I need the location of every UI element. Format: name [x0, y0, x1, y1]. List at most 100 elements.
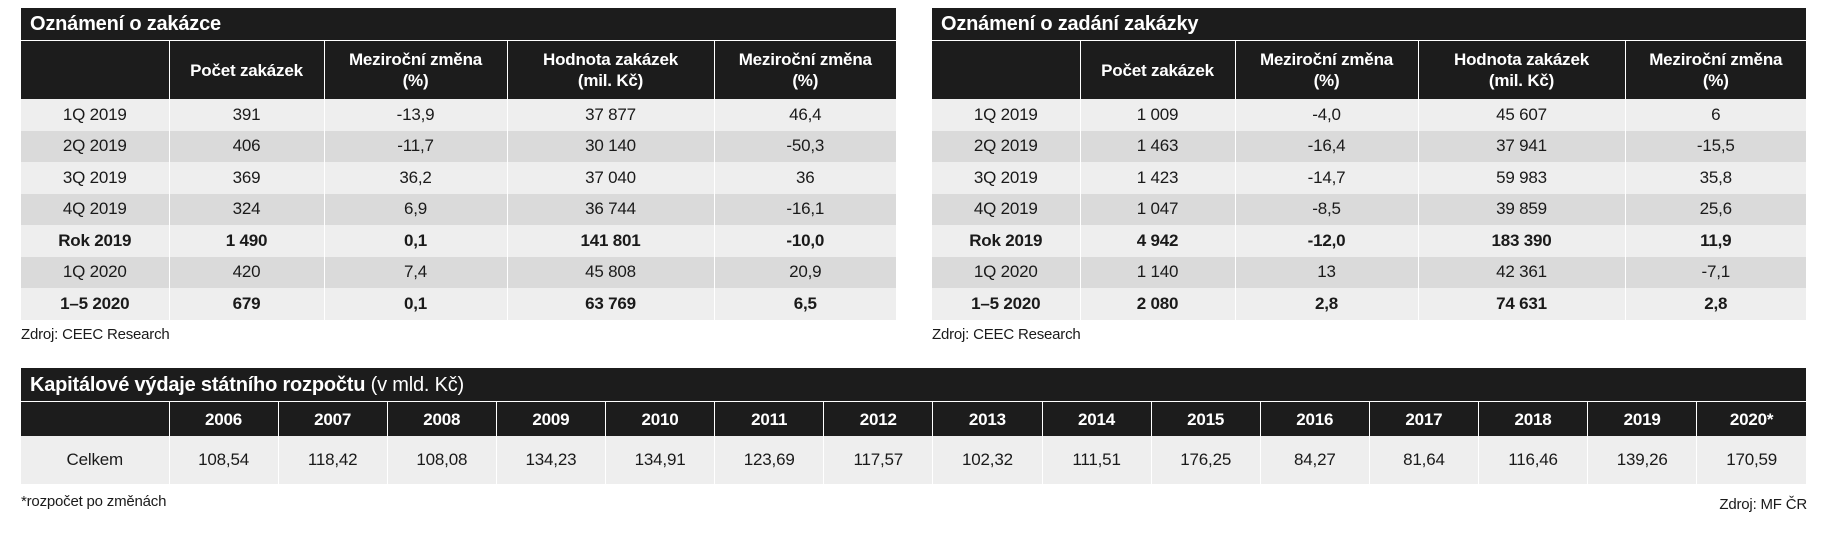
table-cell: 4Q 2019 — [21, 193, 169, 225]
source-note: Zdroj: MF ČR — [1719, 496, 1807, 513]
table-row: 3Q 2019 1 423 -14,7 59 983 35,8 — [932, 162, 1806, 194]
table-cell: 2Q 2019 — [21, 130, 169, 162]
table-row: Rok 2019 1 490 0,1 141 801 -10,0 — [21, 225, 896, 257]
contract-notices-title: Oznámení o zakázce — [21, 8, 896, 41]
table-cell: 1Q 2020 — [21, 256, 169, 288]
year-header: 2009 — [495, 402, 606, 436]
table-cell: 46,4 — [713, 99, 896, 131]
table-row: 4Q 2019 1 047 -8,5 39 859 25,6 — [932, 193, 1806, 225]
table-cell: -10,0 — [713, 225, 896, 257]
table-row: 1–5 2020 2 080 2,8 74 631 2,8 — [932, 288, 1806, 320]
table-cell: 3Q 2019 — [21, 162, 169, 194]
table-cell: 0,1 — [323, 225, 507, 257]
table-cell: 1 463 — [1079, 130, 1235, 162]
table-cell: 679 — [168, 288, 324, 320]
award-notices-body: 1Q 2019 1 009 -4,0 45 607 6 2Q 2019 1 463 -16,4… — [932, 99, 1806, 320]
table-cell: -13,9 — [323, 99, 507, 131]
table-row: 3Q 2019 369 36,2 37 040 36 — [21, 162, 896, 194]
header-value: Hodnota zakázek (mil. Kč) — [506, 41, 714, 99]
header-count-change: Meziroční změna (%) — [1234, 41, 1418, 99]
table-cell: 134,23 — [495, 436, 606, 484]
table-cell: 118,42 — [277, 436, 388, 484]
table-row: 2Q 2019 1 463 -16,4 37 941 -15,5 — [932, 130, 1806, 162]
table-cell: 30 140 — [506, 130, 714, 162]
table-cell: 25,6 — [1624, 193, 1806, 225]
table-cell: 1 009 — [1079, 99, 1235, 131]
table-cell: 117,57 — [823, 436, 933, 484]
table-cell: 36 — [713, 162, 896, 194]
table-cell: 3Q 2019 — [932, 162, 1080, 194]
table-cell: 6,5 — [713, 288, 896, 320]
table-cell: 176,25 — [1150, 436, 1261, 484]
title-unit-part: (v mld. Kč) — [365, 374, 465, 396]
table-cell: 2Q 2019 — [932, 130, 1080, 162]
table-cell: -12,0 — [1234, 225, 1418, 257]
header-period — [932, 41, 1080, 99]
table-cell: 4Q 2019 — [932, 193, 1080, 225]
table-cell: 84,27 — [1259, 436, 1370, 484]
table-cell: 1–5 2020 — [932, 288, 1080, 320]
table-cell: 1Q 2019 — [21, 99, 169, 131]
table-row: 1Q 2019 391 -13,9 37 877 46,4 — [21, 99, 896, 131]
source-note: Zdroj: CEEC Research — [21, 325, 170, 343]
contract-notices-panel: Oznámení o zakázce Počet zakázek Meziroč… — [21, 8, 896, 343]
year-header: 2014 — [1041, 402, 1152, 436]
table-cell: Rok 2019 — [21, 225, 169, 257]
table-cell: 59 983 — [1417, 162, 1625, 194]
table-row: 1Q 2019 1 009 -4,0 45 607 6 — [932, 99, 1806, 131]
table-cell: 369 — [168, 162, 324, 194]
year-header: 2017 — [1368, 402, 1479, 436]
table-cell: 36 744 — [506, 193, 714, 225]
year-header: 2011 — [714, 402, 824, 436]
table-cell: -16,1 — [713, 193, 896, 225]
table-cell: 1Q 2019 — [932, 99, 1080, 131]
year-header: 2012 — [823, 402, 933, 436]
table-cell: 37 040 — [506, 162, 714, 194]
year-header: 2020* — [1696, 402, 1806, 436]
table-cell: 11,9 — [1624, 225, 1806, 257]
award-notices-panel: Oznámení o zadání zakázky Počet zakázek … — [932, 8, 1806, 343]
table-cell: -11,7 — [323, 130, 507, 162]
table-cell: 406 — [168, 130, 324, 162]
header-count: Počet zakázek — [168, 41, 324, 99]
table-cell: 420 — [168, 256, 324, 288]
table-cell: 45 607 — [1417, 99, 1625, 131]
table-header-row: Počet zakázek Meziroční změna (%) Hodnota… — [932, 41, 1806, 99]
table-cell: 116,46 — [1477, 436, 1588, 484]
award-notices-title: Oznámení o zadání zakázky — [932, 8, 1806, 41]
table-cell: 7,4 — [323, 256, 507, 288]
table-cell: 1Q 2020 — [932, 256, 1080, 288]
award-notices-table: Počet zakázek Meziroční změna (%) Hodnota… — [932, 41, 1806, 320]
table-cell: 2,8 — [1624, 288, 1806, 320]
table-row: 1–5 2020 679 0,1 63 769 6,5 — [21, 288, 896, 320]
table-cell: 111,51 — [1041, 436, 1152, 484]
year-header: 2008 — [386, 402, 497, 436]
table-cell: 20,9 — [713, 256, 896, 288]
table-cell: 37 877 — [506, 99, 714, 131]
table-cell: Rok 2019 — [932, 225, 1080, 257]
table-cell: 1 140 — [1079, 256, 1235, 288]
table-cell: 170,59 — [1696, 436, 1806, 484]
capital-expenditure-table: 2006 2007 2008 2009 2010 2011 2012 2013 2014 2015… — [21, 402, 1806, 484]
year-header: 2013 — [932, 402, 1042, 436]
table-cell: 74 631 — [1417, 288, 1625, 320]
year-header: 2007 — [277, 402, 388, 436]
contract-notices-body: 1Q 2019 391 -13,9 37 877 46,4 2Q 2019 406 -11,7… — [21, 99, 896, 320]
header-value-change: Meziroční změna (%) — [1624, 41, 1806, 99]
table-cell: 108,08 — [386, 436, 497, 484]
table-row: 4Q 2019 324 6,9 36 744 -16,1 — [21, 193, 896, 225]
table-row: Celkem 108,54 118,42 108,08 134,23 134,91 123,… — [21, 436, 1806, 484]
table-cell: 36,2 — [323, 162, 507, 194]
table-cell: -15,5 — [1624, 130, 1806, 162]
table-cell: 37 941 — [1417, 130, 1625, 162]
table-row: Rok 2019 4 942 -12,0 183 390 11,9 — [932, 225, 1806, 257]
table-cell: 1–5 2020 — [21, 288, 169, 320]
footnote: *rozpočet po změnách — [21, 493, 167, 510]
table-cell: 81,64 — [1368, 436, 1479, 484]
table-cell: 45 808 — [506, 256, 714, 288]
table-cell: 63 769 — [506, 288, 714, 320]
year-header-row: 2006 2007 2008 2009 2010 2011 2012 2013 2014 2015… — [21, 402, 1806, 436]
table-cell: 1 490 — [168, 225, 324, 257]
table-cell: 1 047 — [1079, 193, 1235, 225]
table-cell: 6 — [1624, 99, 1806, 131]
